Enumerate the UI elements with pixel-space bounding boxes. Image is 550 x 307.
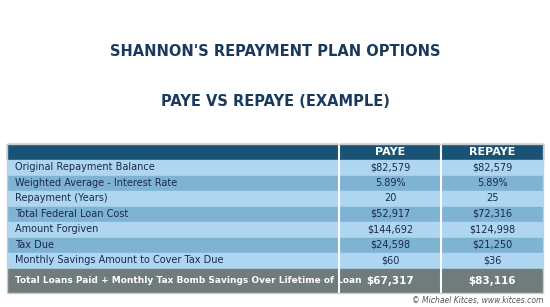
Bar	[8, 176, 338, 190]
Text: Tax Due: Tax Due	[15, 240, 54, 250]
Text: Weighted Average - Interest Rate: Weighted Average - Interest Rate	[15, 178, 177, 188]
Bar	[8, 191, 338, 206]
Bar	[7, 144, 339, 160]
Text: PAYE: PAYE	[375, 147, 405, 157]
Bar	[442, 160, 542, 175]
Bar	[340, 176, 440, 190]
Text: 5.89%: 5.89%	[375, 178, 405, 188]
Bar	[339, 144, 441, 160]
Text: Repayment (Years): Repayment (Years)	[15, 193, 108, 204]
Bar	[442, 176, 542, 190]
Bar	[340, 269, 440, 293]
Text: REPAYE: REPAYE	[469, 147, 515, 157]
Text: $83,116: $83,116	[469, 276, 516, 286]
Text: $52,917: $52,917	[370, 209, 410, 219]
Text: Amount Forgiven: Amount Forgiven	[15, 224, 98, 235]
Text: $60: $60	[381, 255, 399, 266]
Text: $82,579: $82,579	[472, 162, 512, 173]
Text: 5.89%: 5.89%	[477, 178, 508, 188]
Text: $144,692: $144,692	[367, 224, 414, 235]
Text: Monthly Savings Amount to Cover Tax Due: Monthly Savings Amount to Cover Tax Due	[15, 255, 223, 266]
Bar	[340, 238, 440, 252]
Bar	[8, 222, 338, 237]
Text: $124,998: $124,998	[469, 224, 515, 235]
Text: © Michael Kitces, www.kitces.com: © Michael Kitces, www.kitces.com	[412, 296, 543, 305]
Bar	[340, 207, 440, 221]
Bar	[8, 238, 338, 252]
Text: $36: $36	[483, 255, 502, 266]
Bar	[340, 222, 440, 237]
Bar	[8, 269, 338, 293]
Bar	[442, 269, 542, 293]
Text: Original Repayment Balance: Original Repayment Balance	[15, 162, 155, 173]
Text: $21,250: $21,250	[472, 240, 512, 250]
Text: 25: 25	[486, 193, 498, 204]
Text: Total Loans Paid + Monthly Tax Bomb Savings Over Lifetime of Loan: Total Loans Paid + Monthly Tax Bomb Savi…	[15, 276, 362, 285]
Bar	[8, 160, 338, 175]
Text: $67,317: $67,317	[366, 276, 414, 286]
Bar	[8, 253, 338, 268]
Text: $82,579: $82,579	[370, 162, 410, 173]
Text: 20: 20	[384, 193, 397, 204]
Bar	[340, 253, 440, 268]
Bar	[340, 191, 440, 206]
Bar	[442, 207, 542, 221]
Bar	[442, 222, 542, 237]
Bar	[8, 207, 338, 221]
Bar	[442, 191, 542, 206]
Bar	[7, 144, 543, 293]
Text: PAYE VS REPAYE (EXAMPLE): PAYE VS REPAYE (EXAMPLE)	[161, 94, 389, 109]
Text: SHANNON'S REPAYMENT PLAN OPTIONS: SHANNON'S REPAYMENT PLAN OPTIONS	[110, 44, 440, 59]
Bar	[340, 160, 440, 175]
Bar	[442, 253, 542, 268]
Bar	[441, 144, 543, 160]
Bar	[442, 238, 542, 252]
Text: $72,316: $72,316	[472, 209, 512, 219]
Text: Total Federal Loan Cost: Total Federal Loan Cost	[15, 209, 128, 219]
Text: $24,598: $24,598	[370, 240, 410, 250]
